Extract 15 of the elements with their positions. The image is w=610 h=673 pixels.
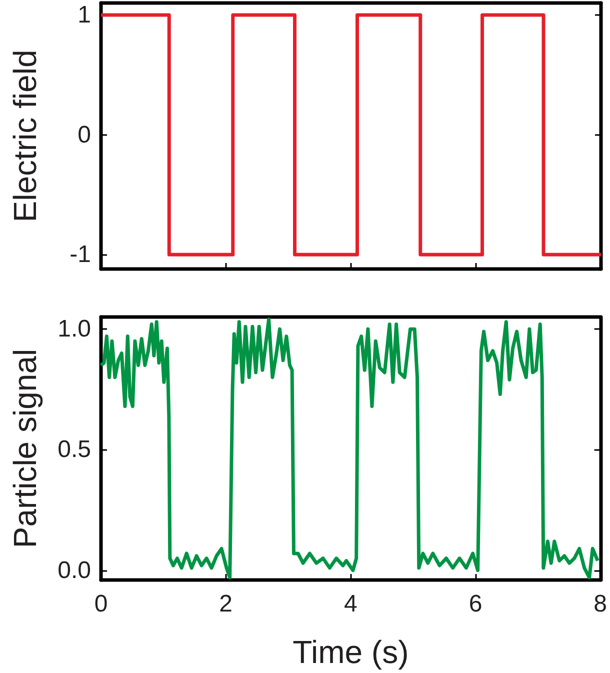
- y-tick-label: 1: [78, 1, 91, 28]
- y-tick-label: -1: [70, 241, 91, 268]
- y-tick-label: 0.0: [58, 556, 91, 584]
- y-axis-title: Electric field: [7, 50, 43, 222]
- x-tick-label: 8: [594, 590, 608, 618]
- y-tick-label: 0.5: [58, 436, 91, 464]
- x-tick-label: 2: [219, 590, 233, 618]
- y-tick-label: 1.0: [58, 316, 91, 343]
- x-tick-label: 4: [344, 590, 358, 618]
- y-axis-title: Particle signal: [7, 348, 43, 548]
- line-series: [99, 318, 600, 580]
- x-tick-label: 0: [94, 590, 108, 618]
- x-axis-title: Time (s): [292, 634, 409, 670]
- y-tick-label: 0: [78, 121, 91, 148]
- x-tick-label: 6: [468, 590, 482, 618]
